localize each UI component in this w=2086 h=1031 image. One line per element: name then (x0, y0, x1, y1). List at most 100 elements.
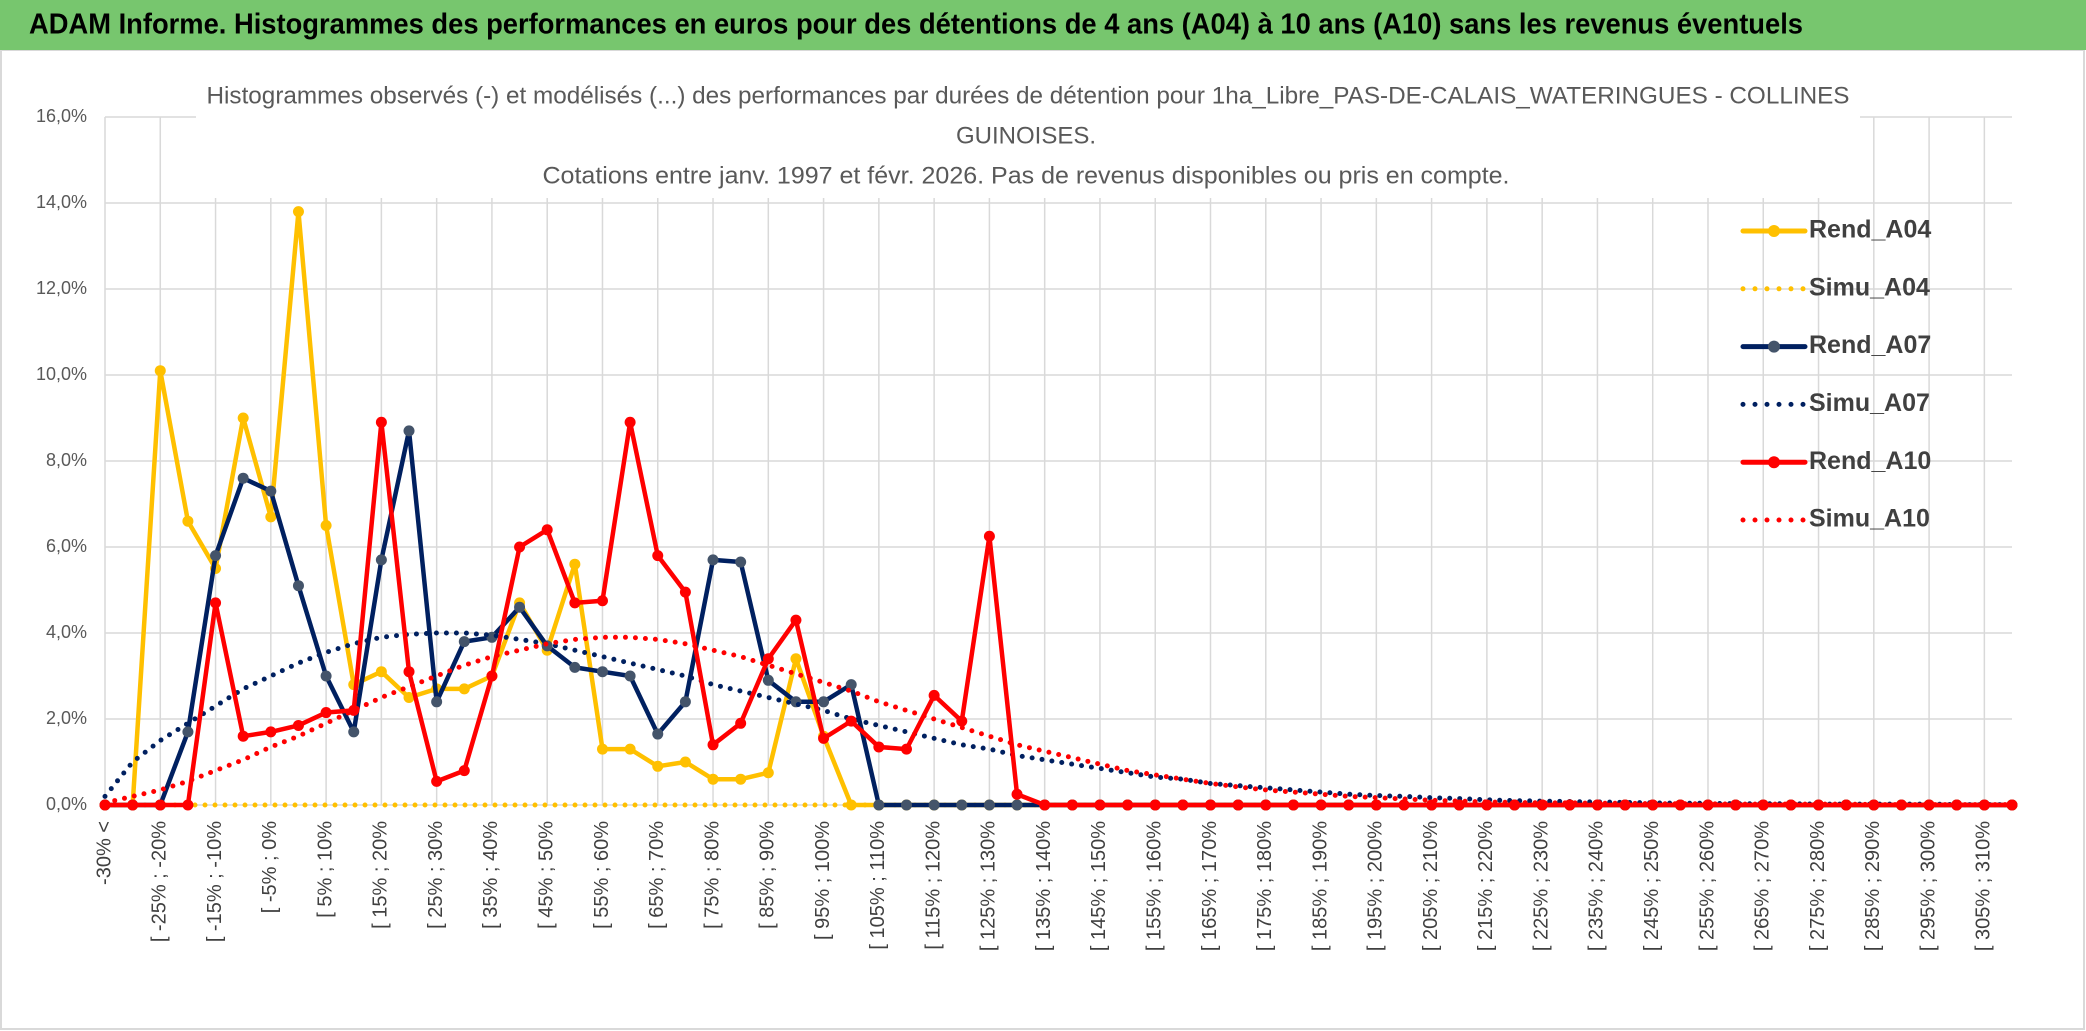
point-marker (514, 601, 526, 613)
point-marker (320, 520, 332, 531)
x-tick-label: [ -15% ; -10% (204, 821, 226, 942)
legend-label: Rend_A10 (1809, 447, 1931, 475)
legend-label: Simu_A04 (1809, 273, 1930, 301)
point-marker (182, 726, 194, 738)
point-marker (596, 666, 608, 678)
point-marker (900, 743, 912, 755)
x-tick-label: [ 125% ; 130% (978, 821, 1000, 951)
x-tick-label: [ 85% ; 90% (757, 821, 779, 929)
x-tick-label: [ 285% ; 290% (1862, 821, 1884, 951)
point-marker (624, 416, 636, 428)
legend-label: Rend_A07 (1809, 331, 1931, 359)
point-marker (679, 696, 691, 708)
x-tick-label: [ 25% ; 30% (425, 821, 447, 929)
x-tick-label: [ 215% ; 220% (1475, 821, 1497, 951)
point-marker (956, 799, 968, 811)
y-tick-label: 6,0% (46, 536, 87, 556)
x-tick-label: [ 185% ; 190% (1309, 821, 1331, 951)
point-marker (762, 653, 774, 665)
point-marker (707, 773, 719, 785)
point-marker (458, 765, 470, 777)
model-line (102, 634, 2015, 808)
point-marker (873, 799, 885, 811)
point-marker (707, 739, 719, 751)
header-title: ADAM Informe. Histogrammes des performan… (29, 9, 1803, 41)
point-marker (237, 412, 249, 424)
y-tick-label: 16,0% (36, 106, 87, 126)
point-marker (679, 756, 691, 768)
legend-marker (1768, 225, 1780, 237)
point-marker (1260, 799, 1272, 811)
point-marker (210, 597, 222, 609)
point-marker (1039, 799, 1051, 811)
y-tick-label: 4,0% (46, 622, 87, 642)
legend-label: Simu_A07 (1809, 389, 1930, 417)
point-marker (320, 707, 332, 719)
point-marker (762, 767, 774, 779)
point-marker (1287, 799, 1299, 811)
y-tick-label: 12,0% (36, 278, 87, 298)
point-marker (127, 799, 139, 811)
point-marker (1398, 799, 1410, 811)
point-marker (1370, 799, 1382, 811)
x-tick-label: [ 135% ; 140% (1033, 821, 1055, 951)
point-marker (182, 515, 194, 527)
point-marker (292, 719, 304, 731)
point-marker (928, 689, 940, 701)
x-tick-label: [ 95% ; 100% (812, 821, 834, 940)
chart-title: Cotations entre janv. 1997 et févr. 2026… (543, 162, 1510, 189)
point-marker (956, 715, 968, 727)
x-tick-label: [ 15% ; 20% (370, 821, 392, 929)
x-tick-label: [ 275% ; 280% (1807, 821, 1829, 951)
point-marker (514, 541, 526, 553)
point-marker (458, 636, 470, 648)
point-marker (569, 558, 581, 570)
x-tick-label: [ 255% ; 260% (1696, 821, 1718, 951)
point-marker (1011, 788, 1023, 800)
point-marker (569, 597, 581, 609)
point-marker (1011, 799, 1023, 811)
point-marker (265, 511, 277, 523)
point-marker (790, 614, 802, 626)
legend-label: Simu_A10 (1809, 505, 1930, 533)
point-marker (928, 799, 940, 811)
point-marker (237, 472, 249, 484)
point-marker (2006, 799, 2018, 811)
x-tick-label: [ -25% ; -20% (149, 821, 171, 942)
point-marker (652, 728, 664, 740)
point-marker (652, 760, 664, 772)
x-tick-label: [ 5% ; 10% (314, 821, 336, 918)
chart-title: GUINOISES. (956, 122, 1096, 149)
point-marker (403, 692, 415, 703)
legend: Rend_A04 Simu_A04 Rend_A07 Simu_A07 Rend_A10… (1740, 216, 1931, 533)
legend-marker (1768, 340, 1780, 353)
point-marker (1343, 799, 1355, 811)
y-tick-label: 8,0% (46, 450, 87, 470)
x-tick-label: [ 245% ; 250% (1641, 821, 1663, 951)
point-marker (707, 554, 719, 566)
x-tick-label: [ 175% ; 180% (1254, 821, 1276, 951)
point-marker (569, 661, 581, 673)
point-marker (983, 530, 995, 542)
point-marker (431, 696, 443, 708)
point-marker (486, 670, 498, 682)
point-marker (1177, 799, 1189, 811)
point-marker (596, 743, 608, 755)
point-marker (375, 416, 387, 428)
x-tick-label: [ 205% ; 210% (1420, 821, 1442, 951)
point-marker (541, 524, 553, 536)
point-marker (818, 696, 830, 708)
point-marker (1122, 799, 1134, 811)
point-marker (292, 206, 304, 218)
point-marker (818, 732, 830, 744)
x-tick-label: [ 235% ; 240% (1586, 821, 1608, 951)
x-tick-label: [ 225% ; 230% (1530, 821, 1552, 951)
point-marker (762, 674, 774, 686)
point-marker (735, 773, 747, 785)
point-marker (154, 799, 166, 811)
x-tick-label: [ 145% ; 150% (1088, 821, 1110, 951)
x-tick-label: [ 165% ; 170% (1199, 821, 1221, 951)
point-marker (431, 775, 443, 787)
point-marker (624, 670, 636, 682)
